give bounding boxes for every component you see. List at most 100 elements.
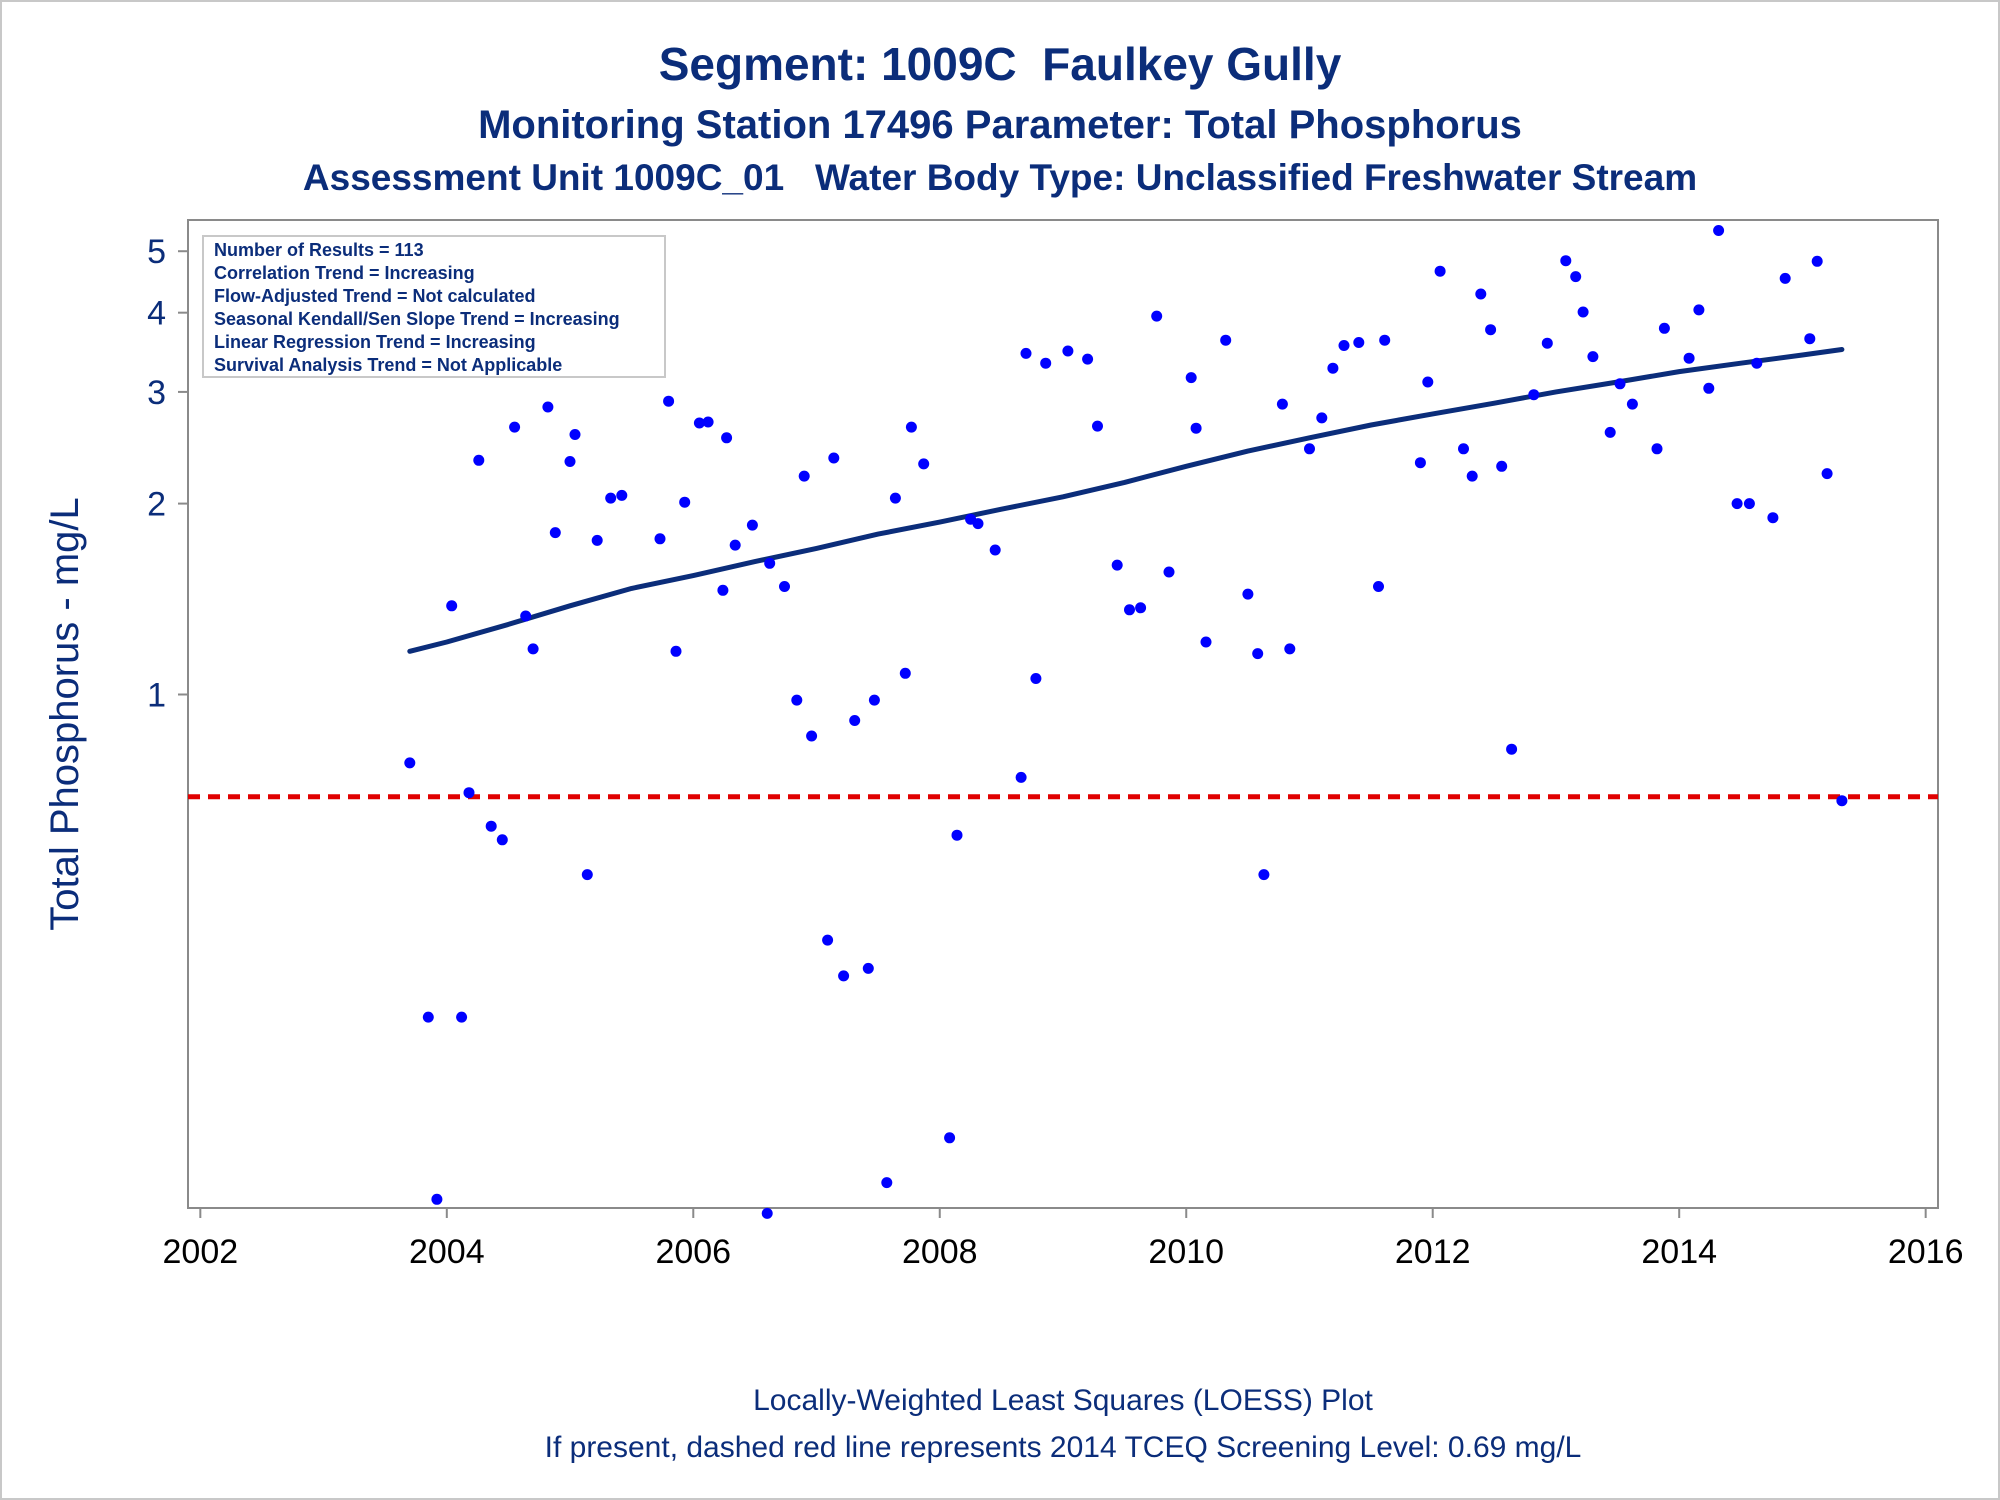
- x-tick-label: 2016: [1888, 1233, 1964, 1271]
- data-point: [1811, 255, 1823, 267]
- data-points: [404, 225, 1848, 1219]
- data-point: [729, 539, 741, 551]
- data-point: [1242, 588, 1254, 600]
- data-point: [1683, 352, 1695, 364]
- data-point: [862, 962, 874, 974]
- stats-line-survival: Survival Analysis Trend = Not Applicable: [214, 355, 562, 375]
- data-point: [1327, 362, 1339, 374]
- data-point: [1693, 304, 1705, 316]
- data-point: [422, 1011, 434, 1023]
- data-point: [1528, 389, 1540, 401]
- data-point: [446, 600, 458, 612]
- data-point: [1151, 310, 1163, 322]
- chart-subtitle-2: Assessment Unit 1009C_01 Water Body Type…: [303, 157, 1697, 198]
- x-tick-label: 2004: [409, 1233, 485, 1271]
- stats-line-seasonal-kendall: Seasonal Kendall/Sen Slope Trend = Incre…: [214, 309, 620, 329]
- data-point: [881, 1177, 893, 1189]
- footnote-loess: Locally-Weighted Least Squares (LOESS) P…: [753, 1384, 1373, 1417]
- data-point: [591, 534, 603, 546]
- data-point: [1258, 869, 1270, 881]
- footnote-screening-level: If present, dashed red line represents 2…: [545, 1431, 1582, 1464]
- data-point: [918, 458, 930, 470]
- data-point: [717, 584, 729, 596]
- chart-title: Segment: 1009C Faulkey Gully: [659, 38, 1342, 90]
- x-tick-label: 2002: [163, 1233, 239, 1271]
- data-point: [721, 432, 733, 444]
- data-point: [1731, 498, 1743, 510]
- data-point: [1040, 357, 1052, 369]
- data-point: [702, 416, 714, 428]
- data-point: [1434, 265, 1446, 277]
- data-point: [463, 787, 475, 799]
- data-point: [1466, 470, 1478, 482]
- chart-subtitle: Monitoring Station 17496 Parameter: Tota…: [478, 103, 1522, 147]
- data-point: [581, 869, 593, 881]
- data-point: [779, 581, 790, 592]
- data-point: [1506, 743, 1518, 755]
- data-point: [509, 421, 521, 433]
- x-axis: 2002 2004 2006 2008 2010 2012 2014 2016: [163, 1208, 1964, 1271]
- data-point: [1821, 468, 1833, 480]
- data-point: [1353, 337, 1365, 348]
- data-point: [1751, 357, 1763, 369]
- data-point: [1779, 272, 1791, 284]
- data-point: [1304, 443, 1315, 455]
- data-point: [1422, 376, 1434, 388]
- data-point: [1190, 422, 1202, 434]
- data-point: [1626, 398, 1638, 410]
- data-point: [670, 645, 682, 657]
- data-point: [1836, 795, 1848, 807]
- data-point: [849, 715, 861, 726]
- data-point: [456, 1011, 468, 1023]
- data-point: [1135, 602, 1147, 614]
- y-tick-label: 4: [147, 295, 166, 333]
- data-point: [485, 820, 497, 832]
- data-point: [654, 533, 666, 545]
- data-point: [899, 667, 911, 679]
- data-point: [1092, 420, 1103, 432]
- data-point: [1030, 673, 1042, 684]
- data-point: [822, 934, 834, 946]
- x-tick-label: 2010: [1148, 1233, 1224, 1271]
- data-point: [1252, 648, 1264, 660]
- data-point: [1373, 581, 1384, 592]
- data-point: [1560, 255, 1572, 267]
- data-point: [1658, 322, 1670, 334]
- data-point: [569, 429, 581, 440]
- data-point: [1496, 460, 1508, 472]
- data-point: [1200, 636, 1212, 648]
- data-point: [1651, 443, 1663, 455]
- data-point: [520, 610, 532, 622]
- x-tick-label: 2006: [655, 1233, 731, 1271]
- plot-area: [187, 219, 1939, 1209]
- data-point: [1703, 382, 1715, 394]
- y-tick-label: 5: [147, 233, 166, 271]
- data-point: [549, 527, 561, 539]
- y-tick-label: 3: [147, 374, 166, 412]
- data-point: [1541, 337, 1553, 349]
- data-point: [828, 452, 840, 464]
- y-axis: 1 2 3 4 5: [147, 233, 188, 715]
- data-point: [1458, 443, 1469, 455]
- y-tick-label: 2: [147, 486, 166, 524]
- data-point: [791, 694, 803, 706]
- data-point: [605, 492, 617, 504]
- data-point: [404, 757, 416, 769]
- y-tick-label: 1: [147, 677, 166, 715]
- data-point: [838, 970, 850, 982]
- data-point: [693, 417, 705, 429]
- data-point: [1713, 225, 1725, 236]
- y-axis-label: Total Phosphorus - mg/L: [43, 497, 87, 931]
- data-point: [944, 1132, 956, 1144]
- stats-line-results: Number of Results = 113: [214, 240, 424, 260]
- data-point: [951, 829, 963, 841]
- data-point: [1220, 334, 1232, 346]
- data-point: [1124, 604, 1135, 616]
- data-point: [761, 1207, 773, 1219]
- data-point: [868, 694, 880, 706]
- data-point: [1163, 566, 1175, 578]
- stats-line-flow-adjusted: Flow-Adjusted Trend = Not calculated: [214, 286, 536, 306]
- data-point: [1570, 271, 1582, 283]
- data-point: [989, 544, 1001, 556]
- x-tick-label: 2012: [1395, 1233, 1471, 1271]
